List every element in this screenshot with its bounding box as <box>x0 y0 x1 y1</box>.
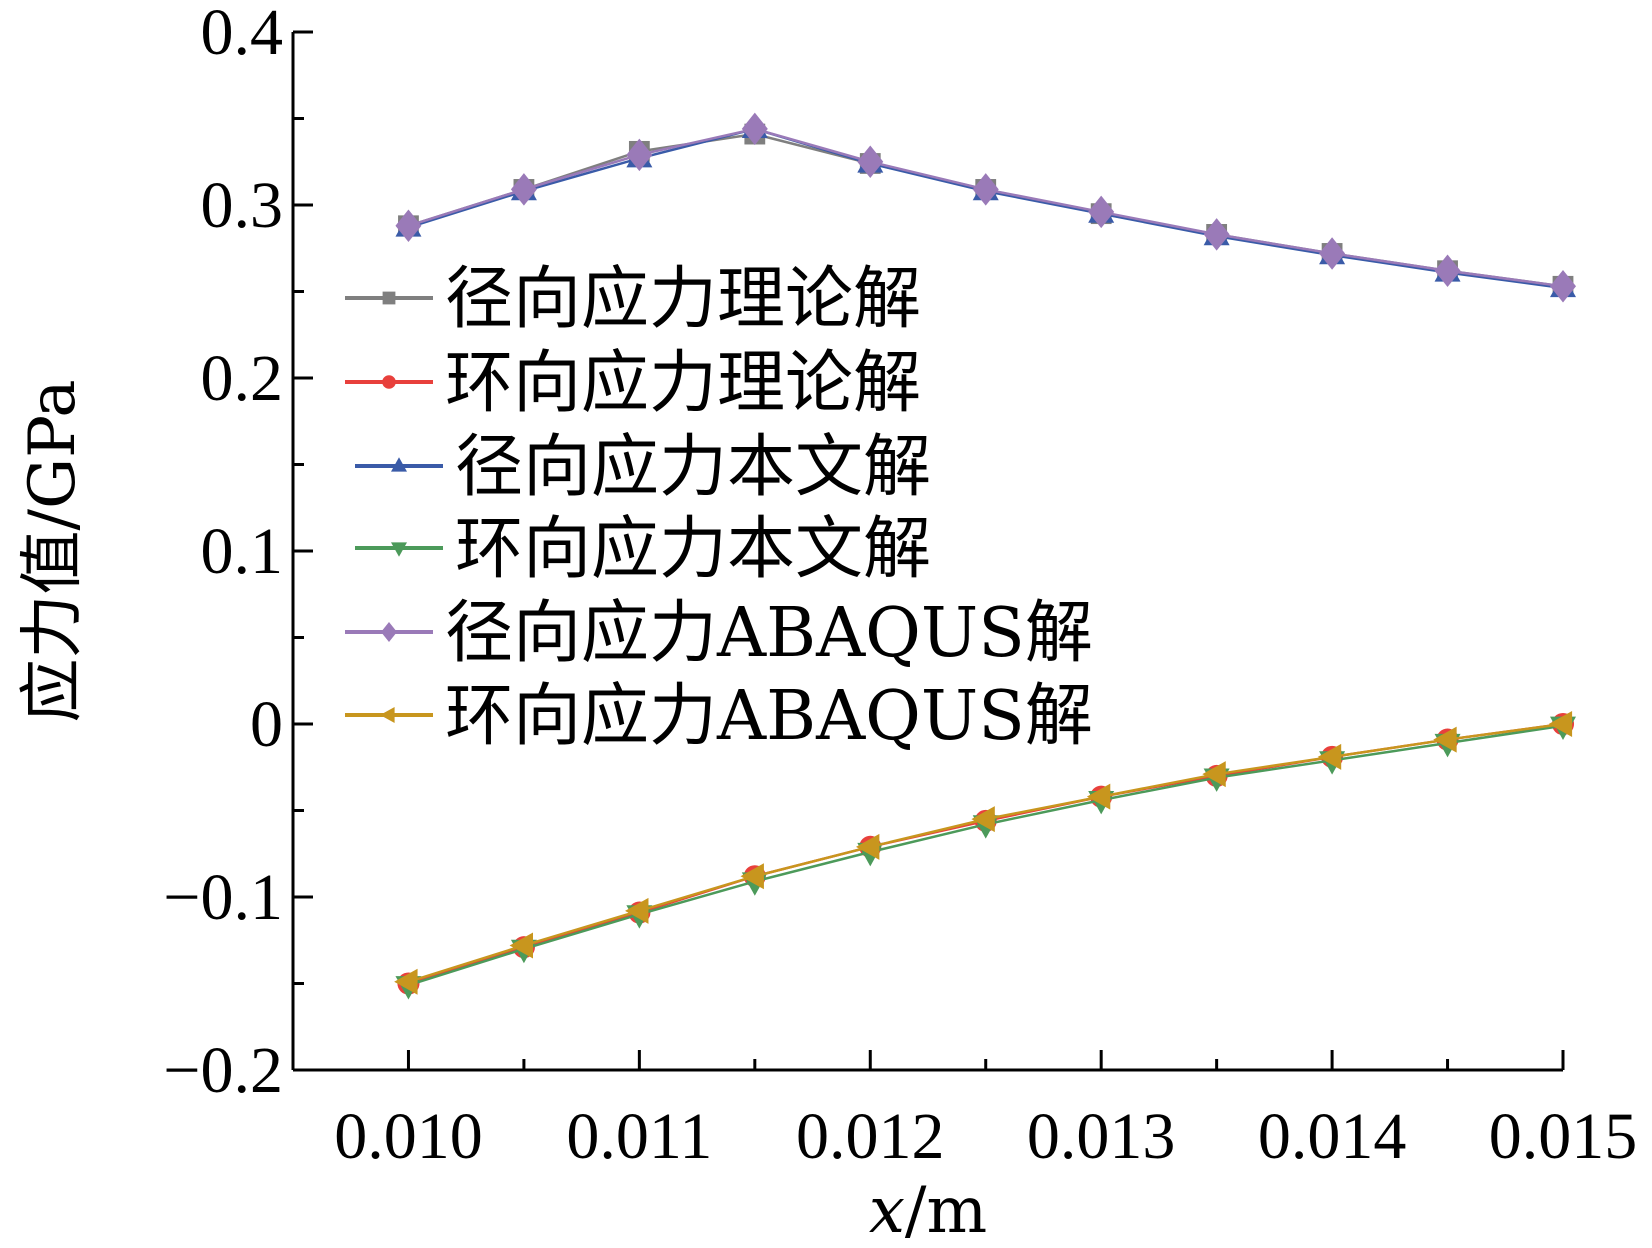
legend-marker <box>382 375 396 389</box>
legend: 径向应力理论解环向应力理论解径向应力本文解环向应力本文解径向应力ABAQUS解环… <box>345 260 1093 756</box>
legend-label: 环向应力理论解 <box>445 344 921 423</box>
data-point <box>1202 761 1226 788</box>
series-layer <box>394 112 1576 1000</box>
data-point <box>395 209 422 243</box>
legend-item: 环向应力理论解 <box>345 344 921 423</box>
legend-item: 径向应力本文解 <box>355 428 931 507</box>
legend-label: 径向应力理论解 <box>445 260 921 339</box>
x-tick-label: 0.013 <box>1027 1100 1176 1173</box>
series-line <box>408 724 1564 987</box>
series-4 <box>395 716 1576 1000</box>
y-tick-label: 0.2 <box>201 342 284 415</box>
legend-marker <box>391 542 407 557</box>
y-tick-label: 0.1 <box>201 515 284 588</box>
legend-marker <box>382 291 396 305</box>
legend-label: 环向应力ABAQUS解 <box>445 677 1093 756</box>
x-tick-label: 0.011 <box>566 1100 712 1173</box>
y-tick-label: 0.3 <box>201 169 284 242</box>
x-axis-ticks: 0.010 0.011 0.012 0.013 0.014 0.015 <box>334 1050 1637 1173</box>
data-point <box>1319 237 1346 270</box>
y-axis-title: 应力值/GPa <box>16 379 90 722</box>
series-6 <box>394 711 1573 995</box>
data-point <box>1550 270 1576 303</box>
legend-marker <box>380 707 395 723</box>
data-point <box>855 833 880 860</box>
legend-marker <box>381 622 397 642</box>
data-point <box>1433 726 1457 753</box>
data-point <box>741 112 768 146</box>
y-tick-label: −0.1 <box>163 861 283 934</box>
x-axis-title: x/m <box>869 1174 987 1248</box>
data-point <box>625 897 649 924</box>
y-tick-label: −0.2 <box>163 1034 283 1107</box>
data-point <box>972 173 999 206</box>
data-point <box>1203 218 1230 251</box>
data-point <box>510 173 537 206</box>
x-tick-label: 0.014 <box>1258 1100 1407 1173</box>
data-point <box>1317 743 1342 770</box>
legend-label: 径向应力本文解 <box>455 428 931 507</box>
y-tick-label: 0.4 <box>201 0 284 69</box>
x-tick-label: 0.015 <box>1489 1100 1638 1173</box>
data-point <box>1434 254 1461 287</box>
data-point <box>857 145 884 178</box>
data-point <box>1548 711 1573 737</box>
x-axis-title-unit: /m <box>905 1174 987 1248</box>
legend-item: 径向应力ABAQUS解 <box>345 594 1093 673</box>
legend-item: 径向应力理论解 <box>345 260 921 339</box>
y-axis-ticks: −0.2 −0.1 0 0.1 0.2 0.3 0.4 <box>163 0 313 1107</box>
x-axis-title-var: x <box>869 1174 905 1248</box>
x-tick-label: 0.010 <box>334 1100 483 1173</box>
legend-label: 径向应力ABAQUS解 <box>445 594 1093 673</box>
x-tick-label: 0.012 <box>796 1100 945 1173</box>
series-5 <box>395 112 1576 303</box>
data-point <box>626 138 653 172</box>
data-point <box>1086 783 1111 810</box>
series-line <box>408 722 1564 983</box>
legend-item: 环向应力本文解 <box>355 510 931 589</box>
data-point <box>1088 195 1115 229</box>
data-point <box>394 968 418 995</box>
legend-item: 环向应力ABAQUS解 <box>345 677 1093 756</box>
y-tick-label: 0 <box>250 688 283 761</box>
legend-label: 环向应力本文解 <box>455 510 931 589</box>
series-line <box>408 722 1564 985</box>
data-point <box>740 863 764 890</box>
legend-marker <box>391 457 407 472</box>
data-point <box>971 806 995 833</box>
data-point <box>509 932 534 959</box>
